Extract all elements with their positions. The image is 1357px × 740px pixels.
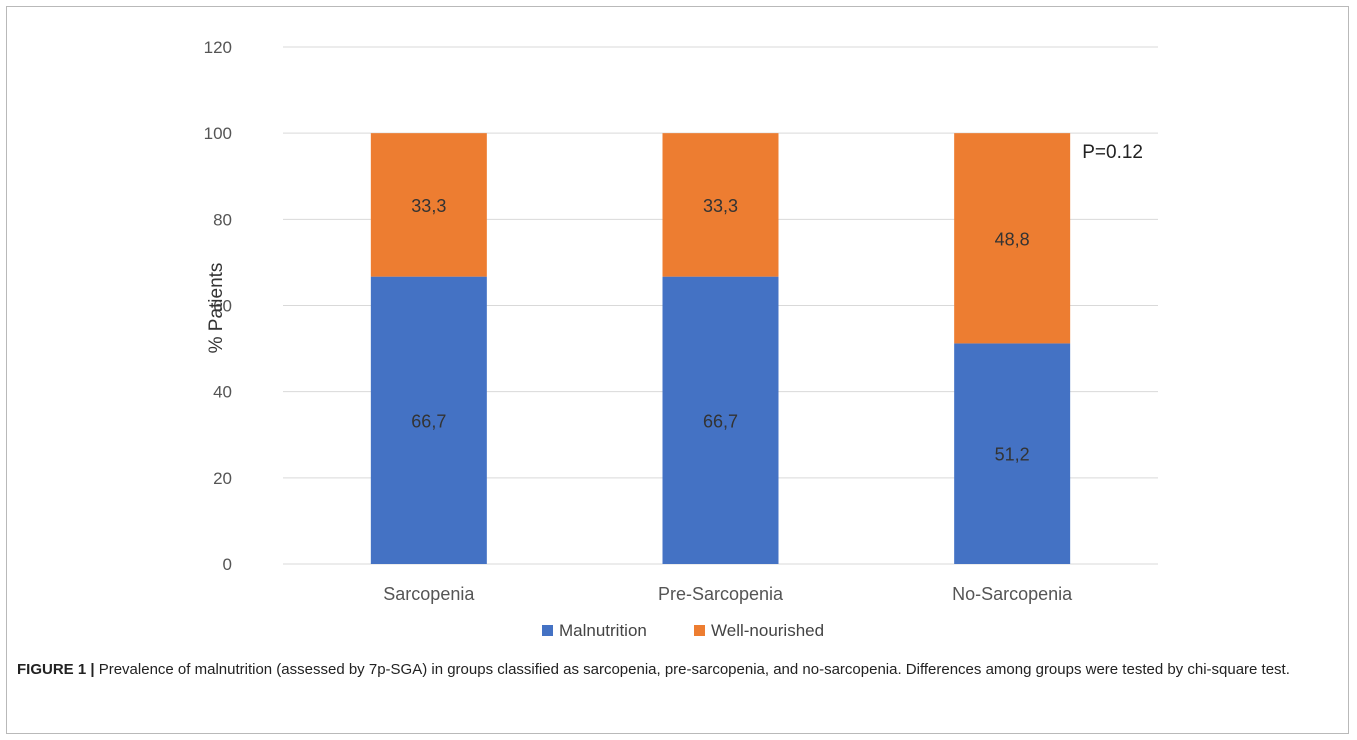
p-value-annotation: P=0.12 [1082, 142, 1143, 163]
y-tick-label: 20 [213, 469, 232, 488]
caption-text: Prevalence of malnutrition (assessed by … [94, 661, 1290, 678]
y-tick-label: 80 [213, 210, 232, 229]
figure-frame [6, 6, 1349, 734]
legend-label: Well-nourished [711, 621, 824, 640]
legend-label: Malnutrition [559, 621, 647, 640]
y-tick-label: 120 [204, 38, 232, 57]
y-tick-label: 0 [223, 555, 232, 574]
legend-swatch [542, 625, 553, 636]
data-label: 33,3 [411, 196, 446, 216]
caption-label: FIGURE 1 | [17, 661, 95, 678]
y-tick-label: 100 [204, 124, 232, 143]
bar-malnutrition-no-sarcopenia [954, 343, 1071, 564]
y-axis-label: % Patients [206, 263, 227, 354]
legend-swatch [694, 625, 705, 636]
stacked-bar-chart: 0 20 40 60 80 100 120 66,7 33,3 66,7 33,3 51,2 48,8… [204, 38, 1158, 640]
data-label: 51,2 [995, 445, 1030, 465]
data-labels: 66,7 33,3 66,7 33,3 51,2 48,8 [411, 196, 1029, 465]
x-tick-label: Sarcopenia [383, 584, 475, 604]
data-label: 48,8 [995, 229, 1030, 249]
bar-well-nourished-no-sarcopenia [954, 133, 1071, 344]
data-label: 33,3 [703, 196, 738, 216]
x-tick-label: Pre-Sarcopenia [658, 584, 784, 604]
bar-malnutrition-pre-sarcopenia [662, 276, 779, 564]
y-tick-label: 60 [213, 297, 232, 316]
x-tick-label: No-Sarcopenia [952, 584, 1073, 604]
data-label: 66,7 [411, 411, 446, 431]
data-label: 66,7 [703, 411, 738, 431]
bars [370, 133, 1071, 564]
y-tick-labels: 0 20 40 60 80 100 120 [204, 38, 232, 574]
bar-malnutrition-sarcopenia [370, 276, 487, 564]
bar-well-nourished-pre-sarcopenia [662, 133, 779, 277]
y-tick-label: 40 [213, 383, 232, 402]
legend: Malnutrition Well-nourished [542, 621, 824, 640]
bar-well-nourished-sarcopenia [370, 133, 487, 277]
figure-caption: FIGURE 1 | Prevalence of malnutrition (a… [17, 658, 1339, 681]
x-tick-labels: Sarcopenia Pre-Sarcopenia No-Sarcopenia [383, 584, 1073, 604]
